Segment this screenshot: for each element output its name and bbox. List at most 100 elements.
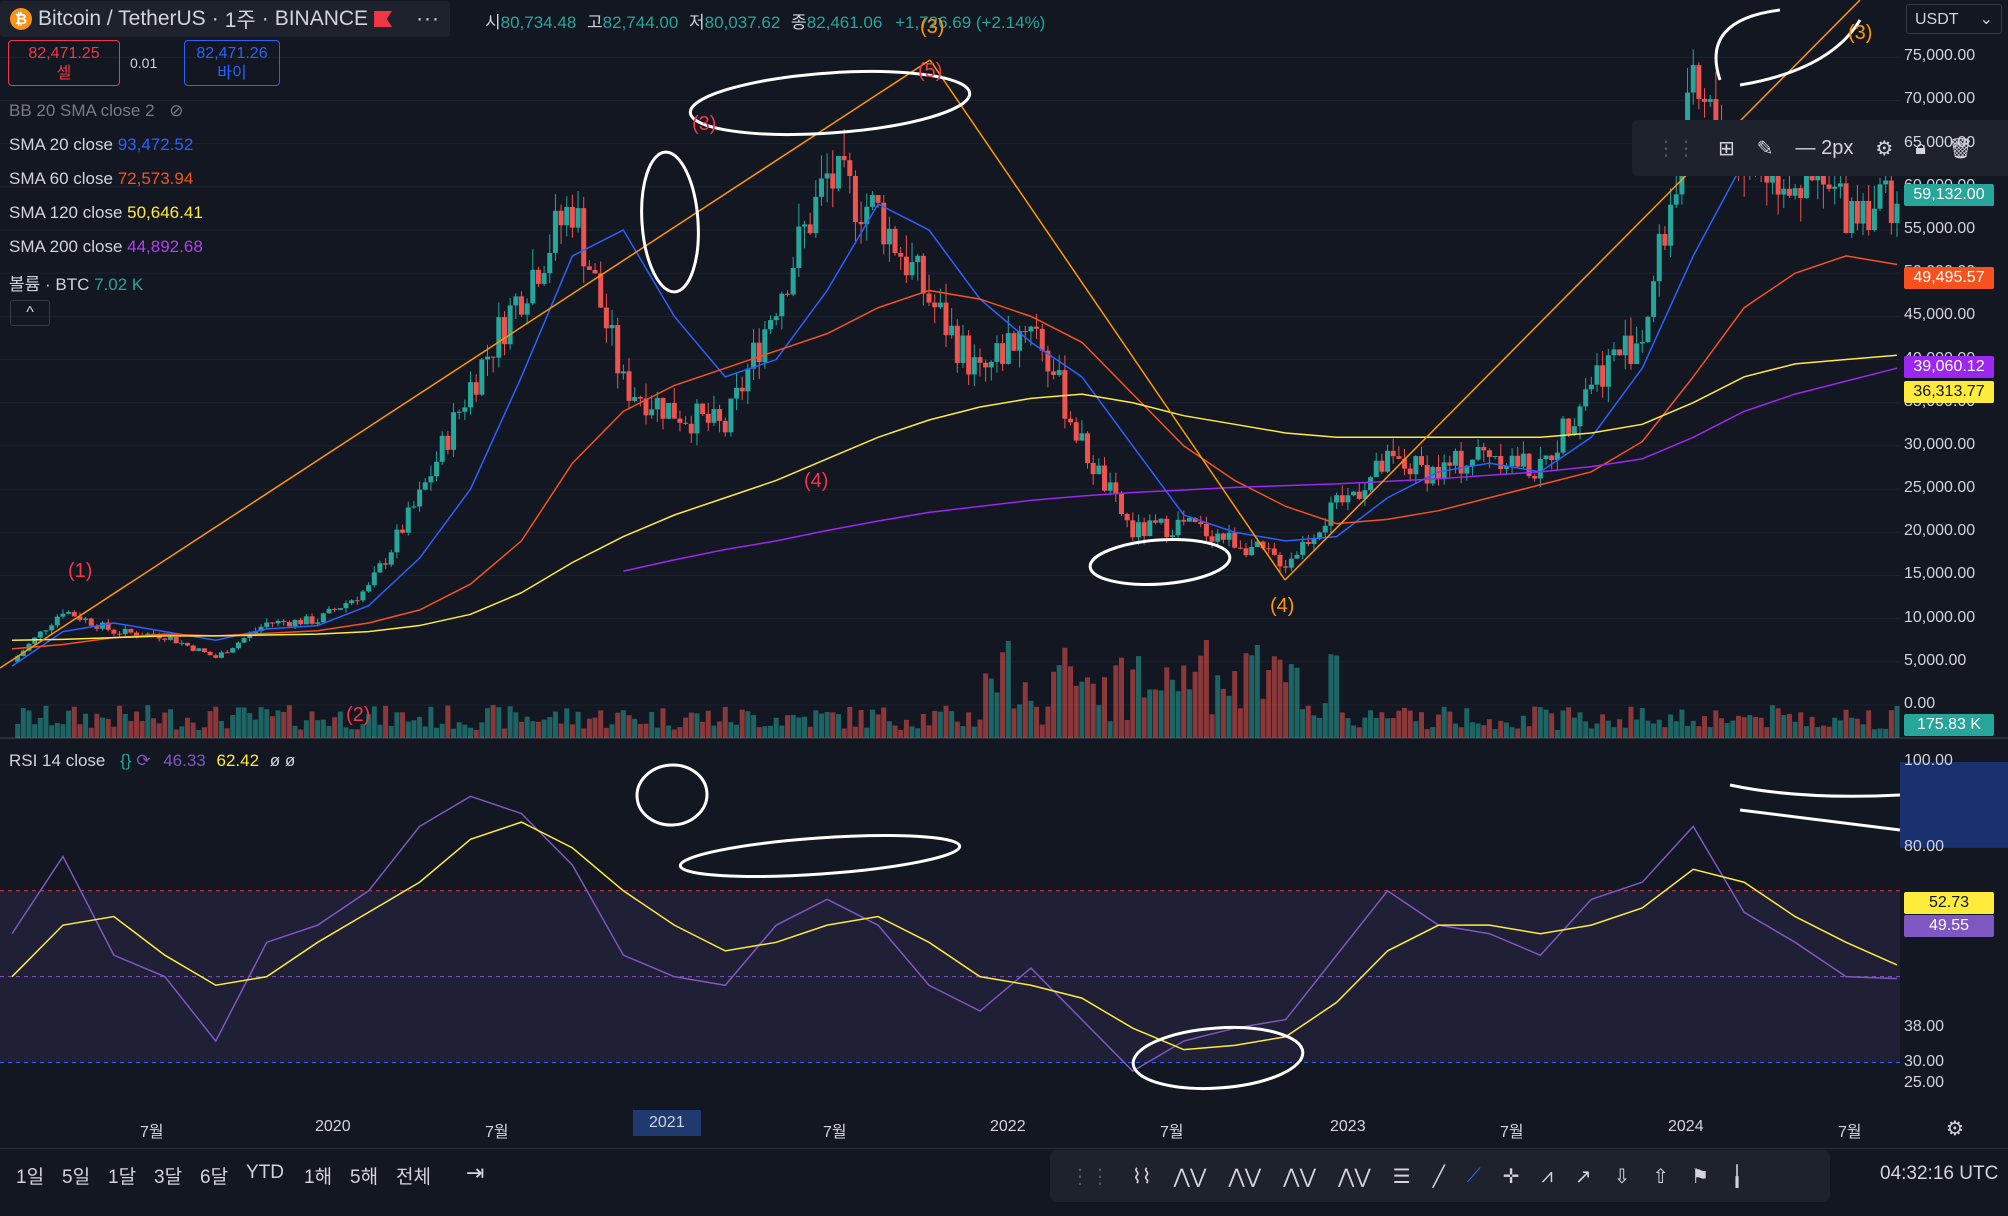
timeframe-button[interactable]: 5일 [62, 1167, 91, 1188]
volume-bar [1520, 715, 1526, 738]
freehand-line[interactable] [1714, 8, 1862, 87]
timeframe-button[interactable]: 1일 [16, 1167, 45, 1188]
symbol-name[interactable]: Bitcoin / TetherUS [38, 7, 206, 30]
candle-body [371, 572, 377, 586]
freehand-ellipse[interactable] [678, 828, 962, 883]
volume-bar [303, 720, 309, 738]
collapse-legend-button[interactable]: ^ [10, 300, 50, 326]
arrow-down-icon[interactable]: ⇩ [1613, 1165, 1631, 1188]
wave-label[interactable]: (2) [346, 704, 371, 726]
line-width-button[interactable]: — 2px [1795, 136, 1854, 159]
drag-handle-icon[interactable]: ⋮⋮ [1656, 137, 1696, 160]
timeframe-button[interactable]: 3달 [154, 1167, 183, 1188]
rsi-ma-line[interactable] [11, 821, 1898, 1051]
sma-line[interactable] [11, 354, 1898, 641]
freehand-ellipse[interactable] [1131, 1022, 1305, 1094]
candle-body [751, 342, 757, 369]
curve-icon[interactable]: ⟋ [1466, 1164, 1481, 1187]
rsi-axis-label: 30.00 [1904, 1052, 1945, 1070]
legend-bb[interactable]: BB 20 SMA close 2 ⊘ [9, 101, 184, 120]
timeframe-button[interactable]: 6달 [200, 1167, 229, 1188]
currency-selector[interactable]: USDT ⌄ [1906, 4, 2002, 34]
legend-sma200[interactable]: SMA 200 close 44,892.68 [9, 237, 203, 256]
timeframe-button[interactable]: 5해 [350, 1167, 379, 1188]
wave-wy-icon[interactable]: ⋀⋁ [1283, 1165, 1316, 1188]
volume-bar [326, 725, 332, 738]
buy-button[interactable]: 82,471.26 바이 [184, 40, 280, 86]
flag-icon[interactable] [374, 11, 393, 27]
trendline[interactable] [0, 59, 931, 669]
wave-label[interactable]: (4) [804, 470, 829, 492]
wave-wz-icon[interactable]: ⋀⋁ [1337, 1165, 1371, 1188]
wave-label[interactable]: (3) [692, 113, 717, 135]
volume-bar [134, 711, 140, 738]
trash-icon[interactable]: 🗑︎ [1947, 137, 1974, 160]
pin-icon[interactable]: ╽ [1731, 1165, 1744, 1188]
volume-bar [1039, 724, 1045, 738]
volume-bar [60, 724, 66, 738]
trendline[interactable] [929, 59, 1286, 581]
sma-line[interactable] [11, 142, 1898, 667]
settings-gear-icon[interactable]: ⚙ [1946, 1118, 1964, 1140]
flag-marker-icon[interactable]: ⚑ [1691, 1165, 1710, 1188]
freehand-ellipse[interactable] [688, 63, 972, 142]
refresh-icon[interactable]: ⟳ [136, 751, 151, 770]
code-icon[interactable]: {} [120, 751, 132, 770]
lock-icon[interactable]: 🔒︎ [1915, 136, 1926, 159]
settings-icon[interactable]: ⚙ [1875, 137, 1894, 160]
volume-bar [196, 729, 202, 738]
drag-handle-icon[interactable]: ⋮⋮ [1070, 1165, 1110, 1188]
legend-sma120[interactable]: SMA 120 close 50,646.41 [9, 203, 203, 222]
clock[interactable]: 04:32:16 UTC [1880, 1163, 1999, 1184]
timeframe-button[interactable]: 1해 [304, 1167, 333, 1188]
timeframe-button[interactable]: 전체 [396, 1167, 431, 1188]
symbol-selector[interactable]: ₿ Bitcoin / TetherUS · 1주 · BINANCE ··· [0, 1, 451, 37]
freehand-ellipse[interactable] [635, 763, 709, 828]
wave-label[interactable]: (3) [920, 16, 945, 38]
path-icon[interactable]: ⩘ [1541, 1164, 1553, 1187]
legend-sma60[interactable]: SMA 60 close 72,573.94 [9, 169, 194, 188]
candle-body [581, 208, 587, 267]
volume-bar [484, 708, 490, 738]
rsi-line[interactable] [11, 795, 1898, 1073]
sma-line[interactable] [11, 255, 1898, 650]
wave-12345-icon[interactable]: ⌇⌇ [1132, 1165, 1152, 1188]
rsi-band [0, 890, 1900, 1063]
eye-hidden-icon[interactable]: ⊘ [169, 101, 184, 120]
candle-body [1673, 194, 1679, 205]
sell-button[interactable]: 82,471.25 셀 [8, 40, 120, 86]
candle-body [558, 210, 564, 226]
timeframe-button[interactable]: YTD [246, 1162, 284, 1183]
wave-label[interactable]: (3) [1848, 22, 1873, 44]
wave-ac-icon[interactable]: ⋀⋁ [1173, 1165, 1207, 1188]
freehand-line[interactable] [1729, 783, 1901, 832]
ray-icon[interactable]: ↗ [1574, 1165, 1592, 1188]
pencil-icon[interactable]: ✎ [1756, 137, 1774, 160]
crosshair-icon[interactable]: ✛ [1502, 1165, 1520, 1188]
volume-bar [1005, 640, 1011, 738]
wave-label[interactable]: (5) [918, 60, 943, 82]
freehand-ellipse[interactable] [1088, 535, 1232, 589]
freehand-ellipse[interactable] [637, 150, 703, 294]
legend-sma20[interactable]: SMA 20 close 93,472.52 [9, 135, 194, 154]
interval-label[interactable]: 1주 [224, 9, 256, 32]
wave-label[interactable]: (4) [1270, 595, 1295, 617]
price-tag: 36,313.77 [1904, 381, 1994, 403]
wave-ae-icon[interactable]: ⋀⋁ [1228, 1165, 1262, 1188]
trendline[interactable] [1284, 0, 1861, 581]
fib-icon[interactable]: ☰ [1392, 1165, 1411, 1188]
sma-line[interactable] [623, 367, 1898, 572]
more-icon[interactable]: ··· [416, 7, 441, 30]
arrow-up-icon[interactable]: ⇧ [1652, 1165, 1670, 1188]
timeframe-button[interactable]: 1달 [108, 1167, 137, 1188]
price-tag: 49,495.57 [1904, 267, 1994, 289]
wave-label[interactable]: (1) [68, 560, 93, 582]
date-range-icon[interactable]: ⇥ [466, 1160, 485, 1185]
candle-body [660, 397, 666, 419]
volume-bar [1396, 710, 1402, 738]
legend-volume[interactable]: 볼륨 · BTC 7.02 K [9, 275, 144, 294]
trendline-icon[interactable]: ╱ [1432, 1165, 1445, 1188]
legend-rsi[interactable]: RSI 14 close {} ⟳ 46.33 62.42 ø ø [9, 751, 296, 770]
template-icon[interactable]: ⊞ [1718, 137, 1735, 160]
